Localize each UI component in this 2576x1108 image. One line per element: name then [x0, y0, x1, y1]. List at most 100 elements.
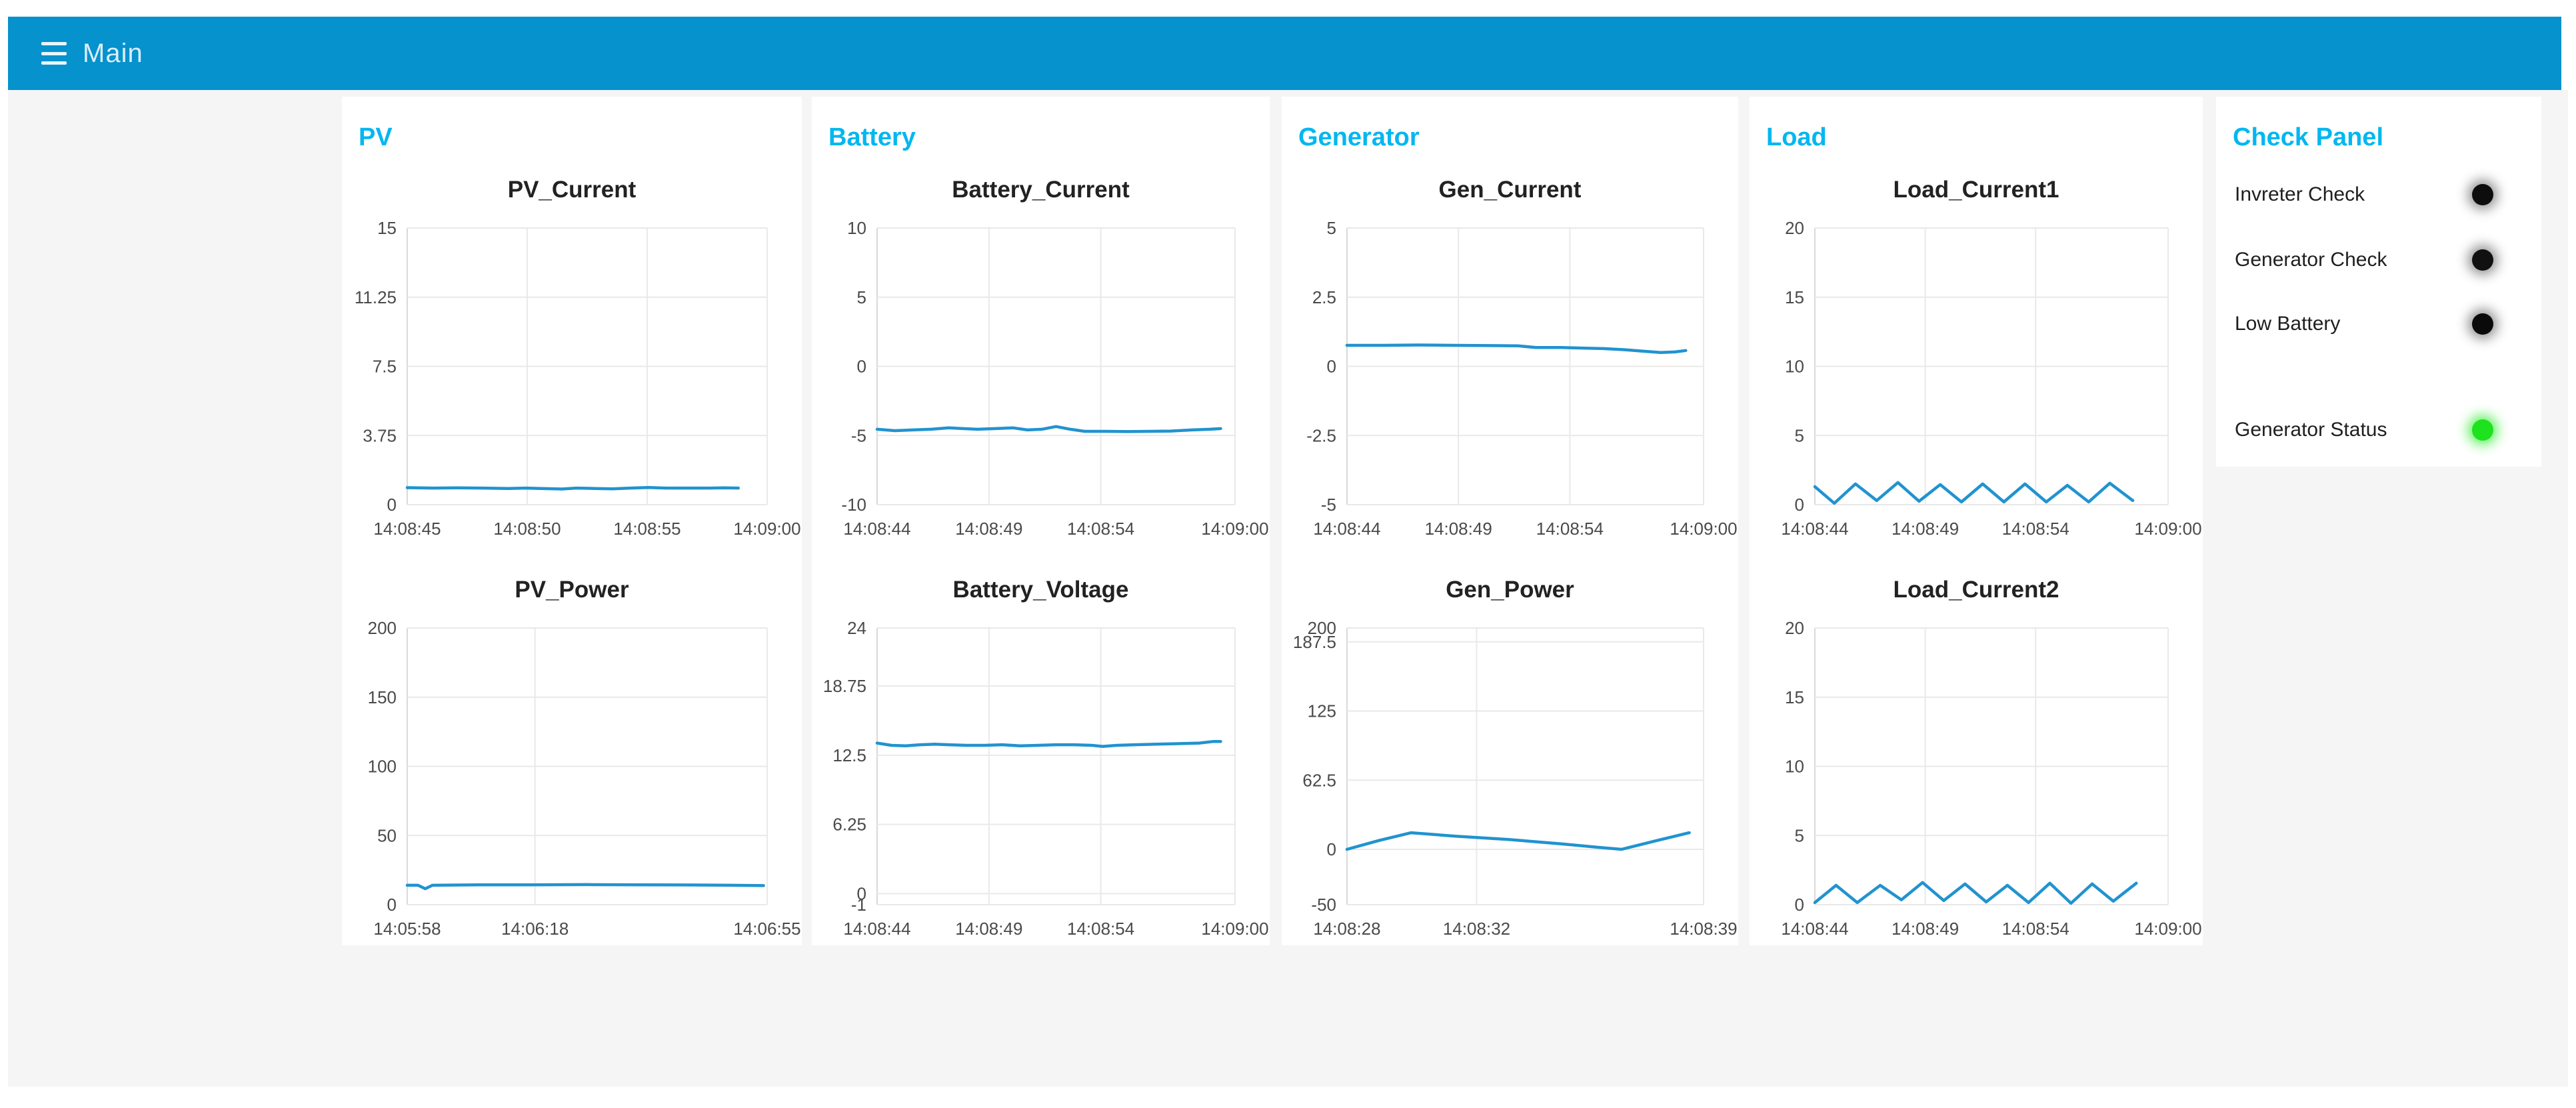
chart-gen-power: Gen_Power 14:08:28 14:08:32 14:08:39 200 187… — [1282, 557, 1738, 943]
group-label-load: Load — [1766, 123, 1827, 151]
svg-text:0: 0 — [857, 357, 866, 377]
svg-text:125: 125 — [1308, 701, 1336, 721]
svg-text:20: 20 — [1785, 218, 1804, 238]
svg-text:-2.5: -2.5 — [1306, 425, 1336, 445]
chart-title: PV_Power — [515, 577, 629, 603]
check-row-generator-status: Generator Status — [2216, 415, 2541, 445]
group-load: Load Load_Current1 14:08:44 14:08:49 14:08… — [1750, 97, 2203, 945]
svg-text:200: 200 — [1308, 618, 1336, 638]
svg-text:0: 0 — [1795, 495, 1804, 515]
svg-text:200: 200 — [368, 618, 397, 638]
svg-text:15: 15 — [1785, 687, 1804, 707]
svg-text:20: 20 — [1785, 618, 1804, 638]
group-label-check-panel: Check Panel — [2233, 123, 2383, 151]
svg-text:14:08:44: 14:08:44 — [1781, 919, 1848, 939]
menu-bar — [41, 51, 67, 55]
svg-text:14:08:49: 14:08:49 — [955, 519, 1022, 539]
svg-text:15: 15 — [1785, 287, 1804, 307]
group-generator: Generator Gen_Current 14:08:44 14:08:49 14… — [1282, 97, 1738, 945]
svg-text:14:09:00: 14:09:00 — [1670, 519, 1737, 539]
svg-text:187.5: 187.5 — [1293, 632, 1336, 652]
svg-text:10: 10 — [1785, 357, 1804, 377]
svg-text:3.75: 3.75 — [363, 425, 397, 445]
svg-text:14:08:54: 14:08:54 — [1067, 519, 1134, 539]
svg-text:7.5: 7.5 — [373, 357, 397, 377]
svg-text:14:06:55: 14:06:55 — [733, 919, 800, 939]
chart-title: Battery_Voltage — [952, 577, 1129, 603]
chart-gen-current: Gen_Current 14:08:44 14:08:49 14:08:54 14:0… — [1282, 157, 1738, 543]
group-label-battery: Battery — [828, 123, 916, 151]
svg-text:14:08:50: 14:08:50 — [493, 519, 561, 539]
svg-text:14:08:44: 14:08:44 — [843, 919, 910, 939]
svg-text:150: 150 — [368, 687, 397, 707]
svg-text:14:08:49: 14:08:49 — [955, 919, 1022, 939]
svg-text:14:09:00: 14:09:00 — [1201, 519, 1268, 539]
svg-text:14:09:00: 14:09:00 — [2134, 519, 2201, 539]
svg-text:24: 24 — [847, 618, 866, 638]
check-item-label: Low Battery — [2235, 313, 2341, 335]
svg-text:14:08:39: 14:08:39 — [1670, 919, 1737, 939]
svg-text:14:09:00: 14:09:00 — [733, 519, 800, 539]
group-battery: Battery Battery_Current 14:08:44 14:08:49… — [812, 97, 1270, 945]
svg-text:0: 0 — [1327, 839, 1336, 859]
generator-status-led-indicator — [2472, 419, 2493, 441]
svg-text:14:08:49: 14:08:49 — [1892, 919, 1959, 939]
low-battery-led-indicator — [2472, 313, 2493, 335]
inverter-check-led-indicator — [2472, 184, 2493, 205]
svg-text:5: 5 — [1795, 425, 1804, 445]
chart-title: Battery_Current — [952, 177, 1130, 203]
group-pv: PV PV_Current 14:08:45 14:08:50 14:08:55 14… — [342, 97, 802, 945]
svg-text:0: 0 — [1327, 357, 1336, 377]
svg-text:-5: -5 — [1321, 495, 1336, 515]
check-item-label: Generator Status — [2235, 419, 2387, 441]
svg-text:18.75: 18.75 — [823, 676, 866, 696]
svg-text:11.25: 11.25 — [355, 287, 397, 307]
svg-text:14:08:45: 14:08:45 — [373, 519, 441, 539]
svg-text:14:08:54: 14:08:54 — [2002, 519, 2069, 539]
svg-text:14:09:00: 14:09:00 — [2134, 919, 2201, 939]
svg-text:14:08:54: 14:08:54 — [1536, 519, 1604, 539]
chart-title: Gen_Power — [1446, 577, 1574, 603]
svg-text:5: 5 — [1327, 218, 1336, 238]
svg-text:14:08:54: 14:08:54 — [1067, 919, 1134, 939]
svg-text:5: 5 — [1795, 825, 1804, 845]
check-row-inverter-check: Invreter Check — [2216, 180, 2541, 209]
svg-text:14:08:49: 14:08:49 — [1892, 519, 1959, 539]
svg-text:12.5: 12.5 — [832, 745, 866, 765]
check-item-label: Invreter Check — [2235, 183, 2365, 205]
svg-text:5: 5 — [857, 287, 866, 307]
svg-text:2.5: 2.5 — [1312, 287, 1336, 307]
svg-text:14:08:55: 14:08:55 — [613, 519, 680, 539]
chart-title: Load_Current1 — [1893, 177, 2059, 203]
svg-text:14:08:54: 14:08:54 — [2002, 919, 2069, 939]
chart-load-current2: Load_Current2 14:08:44 14:08:49 14:08:54 14… — [1750, 557, 2203, 943]
svg-text:6.25: 6.25 — [832, 815, 866, 835]
svg-text:14:08:49: 14:08:49 — [1425, 519, 1492, 539]
svg-text:-50: -50 — [1311, 895, 1336, 915]
svg-text:14:08:44: 14:08:44 — [843, 519, 910, 539]
chart-pv-power: PV_Power 14:05:58 14:06:18 14:06:55 200 150 1… — [342, 557, 802, 943]
svg-text:-5: -5 — [851, 425, 866, 445]
svg-text:15: 15 — [377, 218, 397, 238]
group-label-generator: Generator — [1298, 123, 1420, 151]
svg-text:14:08:44: 14:08:44 — [1781, 519, 1848, 539]
svg-text:14:05:58: 14:05:58 — [373, 919, 441, 939]
svg-text:100: 100 — [368, 757, 397, 777]
svg-text:14:06:18: 14:06:18 — [501, 919, 569, 939]
chart-pv-current: PV_Current 14:08:45 14:08:50 14:08:55 14:09… — [342, 157, 802, 543]
svg-text:-1: -1 — [851, 895, 866, 915]
group-check-panel: Check Panel Invreter Check Generator Che… — [2216, 97, 2541, 467]
svg-text:50: 50 — [377, 825, 397, 845]
svg-text:14:08:44: 14:08:44 — [1313, 519, 1380, 539]
svg-text:10: 10 — [847, 218, 866, 238]
menu-icon[interactable] — [41, 42, 68, 65]
menu-bar — [41, 61, 67, 65]
svg-text:0: 0 — [387, 895, 397, 915]
check-row-generator-check: Generator Check — [2216, 245, 2541, 275]
group-label-pv: PV — [359, 123, 393, 151]
check-item-label: Generator Check — [2235, 249, 2387, 271]
svg-text:14:08:28: 14:08:28 — [1313, 919, 1380, 939]
page-title: Main — [83, 38, 143, 68]
chart-title: Load_Current2 — [1893, 577, 2059, 603]
